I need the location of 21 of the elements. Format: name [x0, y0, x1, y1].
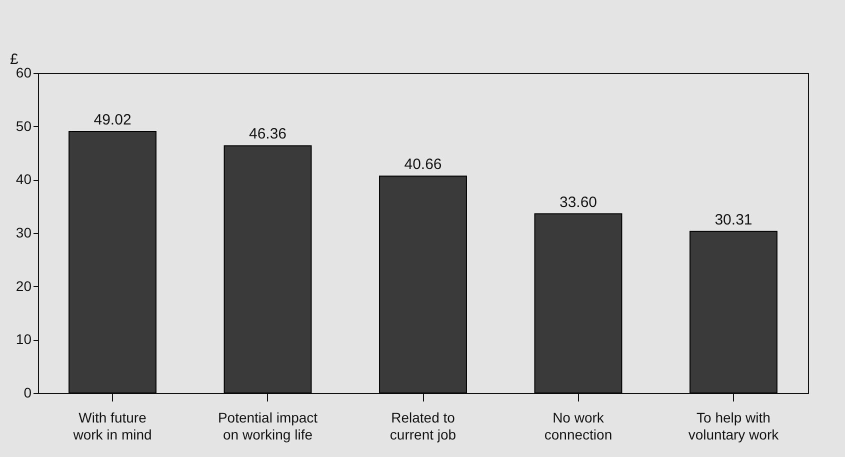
y-tick-label: 40: [16, 171, 32, 188]
bar: [534, 213, 622, 394]
y-tick-label: 20: [16, 278, 32, 294]
data-label: 30.31: [714, 211, 752, 228]
y-tick-label: 30: [16, 224, 32, 240]
data-label: 49.02: [94, 112, 132, 129]
bar: [68, 131, 156, 394]
data-label: 40.66: [404, 156, 442, 174]
x-tick-label: No work connection: [544, 410, 612, 442]
bar: [690, 230, 778, 394]
data-label: 46.36: [248, 126, 287, 143]
x-tick-label: Related to current job: [390, 410, 456, 442]
y-tick-label: 50: [16, 118, 32, 134]
x-tick-label: With future work in mind: [72, 410, 152, 442]
data-label: 33.60: [559, 194, 598, 211]
x-tick-label: Potential impact on working life: [218, 410, 318, 442]
bar: [379, 176, 467, 394]
bar: [224, 145, 312, 394]
y-tick-label: 0: [24, 384, 32, 400]
x-tick-label: To help with voluntary work: [688, 410, 780, 442]
y-tick-label: 10: [16, 331, 32, 348]
